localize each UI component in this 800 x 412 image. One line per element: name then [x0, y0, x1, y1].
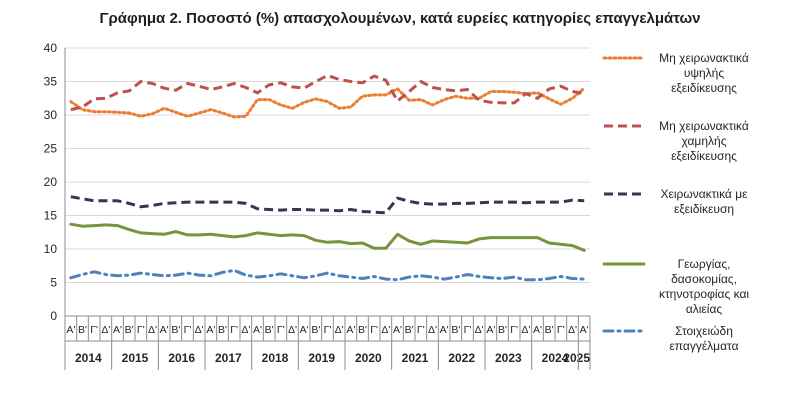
x-year-label: 2015: [122, 351, 149, 365]
x-quarter-label: Β': [171, 324, 180, 336]
x-quarter-label: Γ': [557, 324, 565, 336]
y-tick-label: 40: [44, 41, 58, 55]
x-quarter-label: Δ': [475, 324, 484, 336]
x-year-label: 2019: [308, 351, 335, 365]
x-quarter-label: Γ': [464, 324, 472, 336]
x-year-label: 2023: [495, 351, 522, 365]
x-quarter-label: Α': [206, 324, 215, 336]
legend-label-2: Μη χειρωνακτικά: [659, 119, 749, 133]
x-quarter-label: Β': [498, 324, 507, 336]
series-line-3: [70, 195, 585, 215]
x-quarter-label: Δ': [568, 324, 577, 336]
x-quarter-label: Α': [533, 324, 542, 336]
x-quarter-label: Β': [78, 324, 87, 336]
x-quarter-label: Δ': [335, 324, 344, 336]
legend-label-1: υψηλής: [684, 66, 724, 80]
x-quarter-label: Δ': [195, 324, 204, 336]
legend-label-2: χαμηλής: [682, 134, 727, 148]
x-quarter-label: Α': [580, 324, 589, 336]
x-quarter-label: Β': [311, 324, 320, 336]
x-year-label: 2022: [448, 351, 475, 365]
legend-label-4: αλιείας: [686, 302, 723, 316]
y-tick-label: 20: [44, 175, 58, 189]
x-quarter-label: Γ': [370, 324, 378, 336]
series-line-4: [69, 222, 586, 252]
series-lines: [69, 74, 586, 282]
y-tick-label: 30: [44, 108, 58, 122]
x-quarter-label: Δ': [241, 324, 250, 336]
y-axis-ticks: 0 5 10 15 20 25 30 35 40: [44, 41, 58, 323]
x-quarter-label: Α': [393, 324, 402, 336]
legend-label-2: εξειδίκευσης: [671, 149, 737, 163]
x-quarter-label: Δ': [148, 324, 157, 336]
x-quarter-label: Γ': [184, 324, 192, 336]
legend-label-4: δασοκομίας,: [671, 272, 737, 286]
x-quarter-label: Γ': [510, 324, 518, 336]
x-quarter-label: Γ': [137, 324, 145, 336]
y-tick-label: 25: [44, 142, 58, 156]
series-line-1: [69, 86, 586, 119]
legend-label-4: Γεωργίας,: [678, 257, 731, 271]
legend-label-5: επαγγέλματα: [669, 339, 738, 353]
x-quarter-label: Α': [300, 324, 309, 336]
legend-label-4: κτηνοτροφίας και: [659, 287, 749, 301]
x-year-label: 2025: [563, 351, 590, 365]
y-tick-label: 35: [44, 75, 58, 89]
x-quarter-label: Γ': [277, 324, 285, 336]
x-quarter-label: Δ': [288, 324, 297, 336]
x-quarter-label: Δ': [521, 324, 530, 336]
x-year-label: 2016: [168, 351, 195, 365]
x-quarter-label: Β': [358, 324, 367, 336]
x-quarter-label: Α': [66, 324, 75, 336]
grid: [64, 47, 590, 316]
x-quarter-label: Α': [253, 324, 262, 336]
legend-label-1: εξειδίκευσης: [671, 81, 737, 95]
x-quarter-label: Α': [346, 324, 355, 336]
x-quarter-label: Δ': [101, 324, 110, 336]
x-quarter-label: Γ': [230, 324, 238, 336]
legend-label-5: Στοιχειώδη: [675, 324, 733, 338]
legend-label-3: εξειδίκευση: [674, 202, 734, 216]
x-quarter-label: Β': [545, 324, 554, 336]
x-year-label: 2020: [355, 351, 382, 365]
x-quarter-label: Α': [440, 324, 449, 336]
x-quarter-label: Γ': [90, 324, 98, 336]
x-quarter-label: Γ': [324, 324, 332, 336]
y-tick-label: 15: [44, 209, 58, 223]
legend-label-3: Χειρωνακτικά με: [661, 187, 749, 201]
x-quarter-label: Α': [160, 324, 169, 336]
x-quarter-label: Β': [218, 324, 227, 336]
x-quarter-label: Β': [125, 324, 134, 336]
chart-title: Γράφημα 2. Ποσοστό (%) απασχολουμένων, κ…: [99, 10, 700, 27]
x-quarter-label: Δ': [428, 324, 437, 336]
x-quarter-label: Δ': [381, 324, 390, 336]
x-quarter-label: Β': [265, 324, 274, 336]
x-quarter-label: Α': [486, 324, 495, 336]
x-year-label: 2024: [542, 351, 569, 365]
y-tick-label: 0: [50, 309, 57, 323]
x-quarter-label: Α': [113, 324, 122, 336]
x-year-label: 2018: [262, 351, 289, 365]
x-quarter-label: Β': [451, 324, 460, 336]
y-tick-label: 5: [50, 276, 57, 290]
series-line-2: [70, 74, 585, 112]
y-tick-label: 10: [44, 242, 58, 256]
x-year-label: 2021: [402, 351, 429, 365]
x-quarter-label: Γ': [417, 324, 425, 336]
x-axis: Α' Β' Γ' Δ' Α' Β' Γ' Δ' Α' Β' Γ' Δ' Α' Β' Γ' Δ' Α' Β' Γ' Δ'…: [64, 315, 591, 370]
series-line-5: [69, 268, 586, 282]
x-quarter-label: Β': [405, 324, 414, 336]
x-year-label: 2014: [75, 351, 102, 365]
x-year-label: 2017: [215, 351, 242, 365]
legend-label-1: Μη χειρωνακτικά: [659, 51, 749, 65]
